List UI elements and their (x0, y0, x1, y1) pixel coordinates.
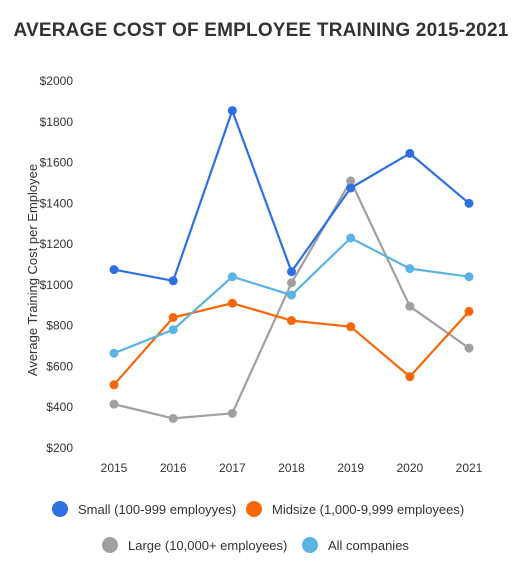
data-point (227, 272, 237, 282)
data-point (168, 276, 178, 286)
y-tick-label: $1200 (40, 237, 74, 251)
x-tick-label: 2018 (278, 461, 305, 475)
legend-item[interactable]: Small (100-999 employyes) (52, 501, 236, 517)
legend-label: All companies (328, 537, 409, 553)
x-tick-label: 2016 (160, 461, 187, 475)
x-tick-label: 2020 (396, 461, 423, 475)
data-point (464, 272, 474, 282)
data-point (405, 264, 415, 274)
y-tick-label: $1400 (40, 196, 74, 210)
legend-item[interactable]: All companies (302, 537, 409, 553)
data-point (346, 176, 356, 186)
data-point (287, 290, 296, 300)
data-point (227, 106, 237, 116)
legend-label: Small (100-999 employyes) (78, 501, 237, 517)
data-point (109, 380, 119, 390)
data-point (464, 198, 474, 208)
data-point (287, 316, 296, 326)
x-tick-label: 2019 (337, 461, 364, 475)
legend-swatch (52, 501, 68, 517)
legend-swatch (102, 537, 118, 553)
legend-swatch (302, 537, 318, 553)
data-point (227, 408, 237, 418)
y-tick-label: $600 (46, 359, 73, 373)
y-tick-label: $1800 (40, 115, 74, 129)
legend-label: Midsize (1,000-9,999 employees) (272, 501, 465, 517)
data-point (464, 306, 474, 316)
data-point (346, 322, 356, 332)
data-point (109, 265, 119, 275)
chart-title: AVERAGE COST OF EMPLOYEE TRAINING 2015-2… (13, 20, 509, 41)
series-line (113, 302, 470, 386)
data-point (109, 399, 119, 409)
y-tick-label: $1000 (40, 278, 74, 292)
data-point (346, 183, 356, 193)
data-point (109, 348, 119, 358)
y-tick-label: $2000 (40, 74, 74, 88)
data-point (168, 313, 178, 323)
y-tick-label: $400 (46, 400, 73, 414)
data-point (405, 301, 415, 311)
data-point (464, 343, 474, 353)
data-point (168, 325, 178, 335)
data-point (168, 413, 178, 423)
data-point (287, 278, 296, 288)
series-line (113, 109, 470, 282)
data-point (227, 298, 237, 308)
legend-label: Large (10,000+ employees) (128, 537, 288, 553)
x-tick-label: 2015 (101, 461, 128, 475)
y-tick-label: $200 (46, 441, 73, 455)
x-tick-label: 2017 (219, 461, 246, 475)
y-tick-label: $1600 (40, 156, 74, 170)
y-axis-title: Average Training Cost per Employee (25, 164, 40, 376)
legend-item[interactable]: Midsize (1,000-9,999 employees) (246, 501, 464, 517)
legend-swatch (246, 501, 262, 517)
legend-item[interactable]: Large (10,000+ employees) (102, 537, 287, 553)
y-tick-label: $800 (46, 319, 73, 333)
data-point (405, 148, 415, 158)
series-line (113, 179, 470, 420)
data-point (405, 372, 415, 382)
data-point (287, 267, 296, 277)
x-tick-label: 2021 (456, 461, 483, 475)
data-point (346, 233, 356, 243)
